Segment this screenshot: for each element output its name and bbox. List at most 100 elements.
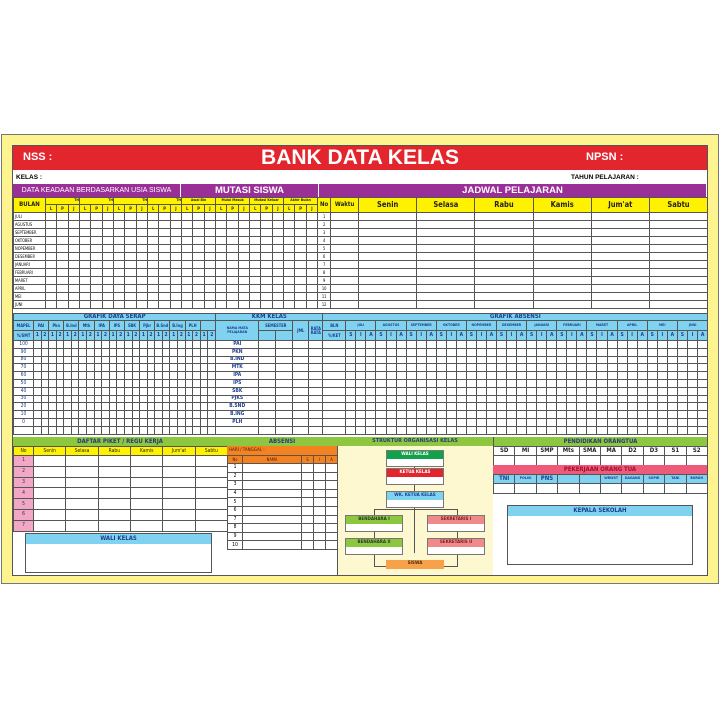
semester-header: 2 <box>146 330 156 341</box>
absensi-cell <box>606 425 618 435</box>
usia-cell <box>237 236 251 245</box>
absensi-cell <box>313 488 326 499</box>
absensi-cell <box>616 340 628 349</box>
table-row: 7 <box>13 519 228 532</box>
absensi-cell <box>385 410 397 419</box>
absensi-cell <box>536 371 548 380</box>
jadwal-row-number: 9 <box>317 276 332 285</box>
daya-serap-cell <box>40 402 50 412</box>
absensi-cell <box>375 340 387 349</box>
usia-cell <box>56 292 69 301</box>
usia-cell <box>113 284 126 293</box>
jadwal-cell <box>648 276 709 285</box>
usia-cell <box>79 260 92 269</box>
absensi-cell <box>586 340 598 349</box>
jadwal-cell <box>532 300 592 309</box>
jadwal-cell <box>330 244 360 253</box>
absensi-cell <box>516 371 528 380</box>
usia-cell <box>249 244 262 253</box>
kkm-cell <box>308 425 324 435</box>
daya-serap-cell <box>123 417 133 427</box>
usia-cell <box>44 268 58 277</box>
jadwal-no-header: No <box>317 197 332 213</box>
usia-cell <box>113 236 126 245</box>
usia-cell <box>158 292 171 301</box>
pendidikan-level: D3 <box>642 446 666 456</box>
usia-cell <box>249 284 262 293</box>
absensi-cell <box>455 386 467 396</box>
piket-no-header: No <box>13 446 34 456</box>
absensi-cell <box>365 363 377 373</box>
absensi-cell <box>546 355 558 365</box>
usia-cell <box>90 284 103 293</box>
daya-serap-cell <box>139 394 148 404</box>
piket-cell <box>129 508 164 521</box>
usia-cell <box>203 268 217 277</box>
usia-cell <box>101 300 115 309</box>
pekerjaan-job <box>578 474 601 484</box>
struktur-title: STRUKTUR ORGANISASI KELAS <box>337 437 493 446</box>
pekerjaan-cell <box>514 483 537 494</box>
absensi-cell <box>375 355 387 365</box>
absensi-cell <box>666 340 678 349</box>
daya-serap-cell <box>101 410 110 419</box>
absensi-cell <box>435 378 447 388</box>
jadwal-cell <box>590 220 650 229</box>
daya-serap-cell <box>55 363 65 373</box>
usia-cell <box>226 212 239 221</box>
absensi-cell <box>375 425 387 435</box>
usia-cell <box>158 252 171 261</box>
semester-header: 2 <box>207 330 217 341</box>
absensi-cell <box>475 417 487 427</box>
daya-serap-cell <box>146 347 156 357</box>
absensi-cell <box>676 378 688 388</box>
jadwal-row-number: 5 <box>317 244 332 253</box>
pekerjaan-job: SOPIR <box>642 474 666 484</box>
absensi-cell <box>526 378 538 388</box>
daya-serap-cell <box>101 340 110 349</box>
usia-group-header: TH <box>44 197 81 205</box>
absensi-cell <box>365 371 377 380</box>
kkm-cell <box>292 363 310 373</box>
daya-serap-cell <box>123 425 133 435</box>
daya-serap-cell <box>116 410 125 419</box>
usia-cell <box>283 260 296 269</box>
usia-cell <box>305 236 319 245</box>
usia-cell <box>249 236 262 245</box>
absensi-cell <box>395 402 407 412</box>
daya-serap-title: GRAFIK DAYA SERAP <box>12 313 217 321</box>
usia-cell <box>67 252 81 261</box>
daya-serap-cell <box>131 363 141 373</box>
daya-serap-cell <box>101 417 110 427</box>
daya-serap-cell <box>177 425 186 435</box>
absensi-cell <box>596 347 608 357</box>
usia-cell <box>67 300 81 309</box>
usia-cell <box>169 260 183 269</box>
absensi-cell <box>606 340 618 349</box>
absensi-cell <box>526 402 538 412</box>
absensi-cell <box>556 402 568 412</box>
absensi-row-number: 4 <box>227 488 243 499</box>
jadwal-cell <box>590 292 650 301</box>
usia-cell <box>181 292 194 301</box>
absensi-cell <box>405 402 417 412</box>
daya-serap-cell <box>93 386 103 396</box>
absensi-cell <box>606 347 618 357</box>
absensi-cell <box>385 347 397 357</box>
absensi-cell <box>656 355 668 365</box>
absensi-cell <box>496 371 508 380</box>
daya-serap-cell <box>146 363 156 373</box>
piket-day-header: Jum'at <box>162 446 196 456</box>
absensi-cell <box>445 347 457 357</box>
usia-cell <box>44 276 58 285</box>
absensi-cell <box>415 402 427 412</box>
absensi-cell <box>445 410 457 419</box>
daya-serap-cell <box>146 410 156 419</box>
absensi-month-header: NOPEMBER <box>465 320 498 331</box>
absensi-cell <box>385 340 397 349</box>
daya-serap-cell <box>169 417 178 427</box>
usia-jadwal-table: BULAN TH TH TH TH Awal Bln Mulai Masuk Mutasi K… <box>13 197 709 309</box>
absensi-cell <box>395 355 407 365</box>
absensi-cell <box>646 386 658 396</box>
absensi-cell <box>485 402 498 412</box>
